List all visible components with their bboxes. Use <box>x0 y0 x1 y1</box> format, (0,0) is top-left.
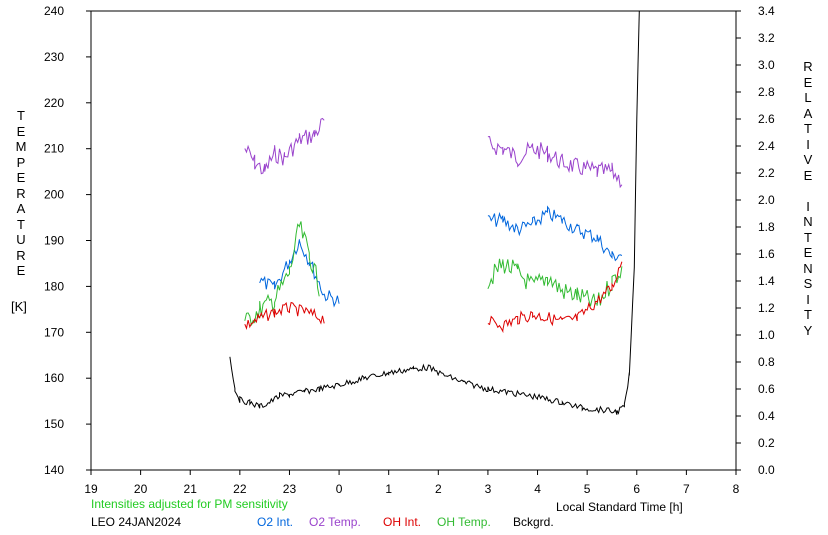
legend-o2-int: O2 Int. <box>257 515 294 529</box>
right-title-letter: Y <box>803 322 813 338</box>
right-tick-label: 1.4 <box>758 274 775 288</box>
left-title-letter: E <box>16 170 26 185</box>
x-tick-label: 20 <box>134 482 148 496</box>
left-tick-label: 150 <box>44 417 64 431</box>
x-tick-label: 7 <box>683 482 690 496</box>
left-axis-unit: [K] <box>11 299 27 314</box>
right-title-letter: N <box>803 214 813 229</box>
x-tick-label: 2 <box>435 482 442 496</box>
left-tick-label: 180 <box>44 279 64 293</box>
x-tick-label: 21 <box>184 482 198 496</box>
left-title-letter: R <box>16 185 26 201</box>
right-tick-label: 2.0 <box>758 193 775 207</box>
station-date: LEO 24JAN2024 <box>91 515 182 529</box>
left-title-letter: T <box>17 108 25 123</box>
series-o2-temp <box>244 117 623 189</box>
left-title-letter: R <box>16 247 26 263</box>
left-tick-label: 160 <box>44 371 64 385</box>
right-tick-label: 3.0 <box>758 58 775 72</box>
series-layer <box>229 10 640 415</box>
right-title-letter: R <box>803 59 813 74</box>
left-title-letter: E <box>16 263 26 278</box>
right-tick-label: 1.0 <box>758 328 775 342</box>
right-title-letter: I <box>806 291 810 307</box>
x-tick-label: 3 <box>485 482 492 496</box>
x-tick-label: 23 <box>283 482 297 496</box>
left-title-letter: M <box>15 139 27 154</box>
right-title-letter: A <box>803 105 813 121</box>
right-title-letter: I <box>806 136 810 152</box>
right-title-letter: T <box>804 229 812 245</box>
axes <box>90 10 737 471</box>
right-tick-label: 0.0 <box>758 463 775 477</box>
left-tick-label: 200 <box>44 188 64 202</box>
right-tick-label: 3.4 <box>758 4 775 18</box>
right-tick-label: 1.8 <box>758 220 775 234</box>
x-tick-label: 4 <box>534 482 541 496</box>
series-bckgrd <box>229 10 640 415</box>
right-title-letter: S <box>803 276 813 291</box>
legend-o2-temp: O2 Temp. <box>309 515 361 529</box>
left-tick-label: 230 <box>44 50 64 64</box>
left-tick-label: 240 <box>44 4 64 18</box>
left-title-letter: U <box>16 232 26 247</box>
x-tick-label: 19 <box>84 482 98 496</box>
right-tick-label: 2.8 <box>758 85 775 99</box>
series-oh-temp <box>244 221 623 326</box>
left-title-letter: A <box>16 201 26 216</box>
legend-bckgrd: Bckgrd. <box>513 515 554 529</box>
right-tick-label: 0.2 <box>758 436 775 450</box>
right-title-letter: I <box>806 198 810 214</box>
left-tick-label: 140 <box>44 463 64 477</box>
right-tick-label: 3.2 <box>758 31 775 45</box>
right-tick-label: 2.4 <box>758 139 775 153</box>
x-tick-label: 0 <box>336 482 343 496</box>
right-title-letter: T <box>804 121 812 136</box>
left-tick-label: 190 <box>44 234 64 248</box>
right-title-letter: E <box>803 245 813 260</box>
x-tick-label: 6 <box>633 482 640 496</box>
legend-oh-int: OH Int. <box>383 515 422 529</box>
right-title-letter: L <box>804 90 812 105</box>
left-tick-label: 220 <box>44 96 64 110</box>
right-tick-label: 1.2 <box>758 301 775 315</box>
left-tick-label: 210 <box>44 142 64 156</box>
x-tick-label: 8 <box>733 482 740 496</box>
right-title-letter: V <box>803 152 813 167</box>
right-title-letter: N <box>803 260 813 276</box>
right-title-letter: T <box>804 307 812 322</box>
right-tick-label: 2.6 <box>758 112 775 126</box>
left-title-letter: P <box>16 154 26 170</box>
left-tick-label: 170 <box>44 325 64 339</box>
series-oh-int <box>244 261 623 334</box>
x-tick-label: 22 <box>233 482 247 496</box>
series-o2-int <box>259 205 623 308</box>
right-tick-label: 1.6 <box>758 247 775 261</box>
sensitivity-note: Intensities adjusted for PM sensitivity <box>91 497 288 511</box>
x-axis-label: Local Standard Time [h] <box>556 500 683 514</box>
x-tick-label: 5 <box>584 482 591 496</box>
left-title-letter: E <box>16 123 26 139</box>
ticks: 1401501601701801902002102202302400.00.20… <box>44 4 775 496</box>
left-title-letter: T <box>17 216 25 232</box>
right-tick-label: 0.6 <box>758 382 775 396</box>
right-tick-label: 0.8 <box>758 355 775 369</box>
right-title-letter: E <box>803 74 813 90</box>
right-title-letter: E <box>803 167 813 183</box>
right-tick-label: 2.2 <box>758 166 775 180</box>
right-tick-label: 0.4 <box>758 409 775 423</box>
legend-oh-temp: OH Temp. <box>437 515 491 529</box>
x-tick-label: 1 <box>385 482 392 496</box>
